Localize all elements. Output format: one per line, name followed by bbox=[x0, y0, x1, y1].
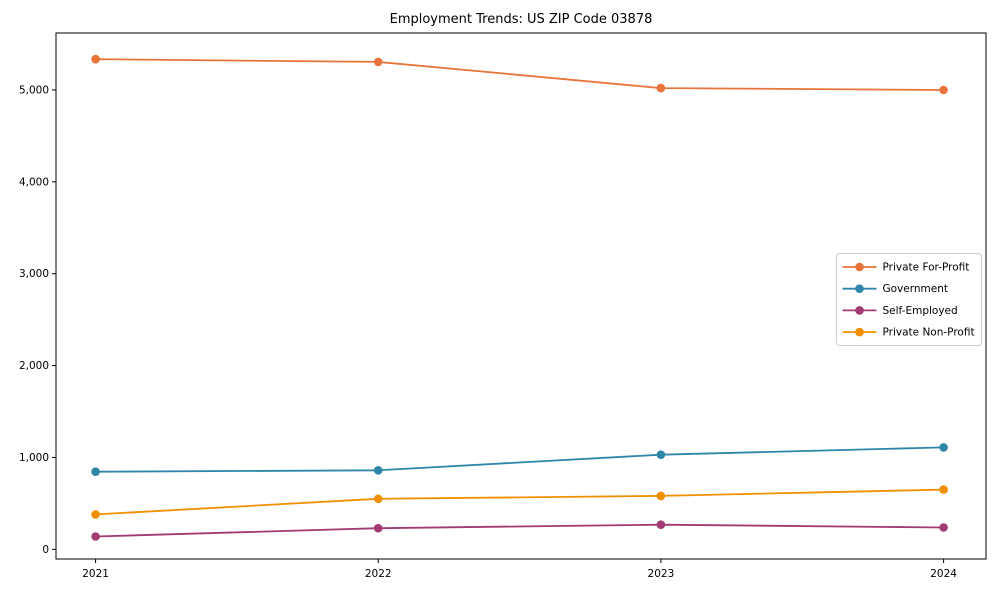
data-point-private-for-profit bbox=[939, 85, 948, 95]
data-point-private-non-profit bbox=[939, 485, 948, 494]
data-point-government bbox=[939, 443, 948, 452]
series-line-private-non-profit bbox=[95, 488, 944, 516]
series-line-self-employed bbox=[95, 523, 944, 538]
legend-item-label: Private Non-Profit bbox=[883, 327, 975, 339]
legend-sample-marker-private-for-profit bbox=[855, 262, 864, 272]
x-tick-label: 2023 bbox=[648, 568, 675, 580]
data-point-private-for-profit bbox=[373, 57, 383, 67]
series-layer bbox=[91, 54, 948, 541]
legend-item-label: Self-Employed bbox=[883, 305, 958, 317]
legend: Private For-Profit Government Self-Employe… bbox=[836, 253, 982, 346]
data-point-private-non-profit bbox=[373, 494, 383, 504]
y-tick-label: 4,000 bbox=[19, 176, 49, 188]
series-line-government bbox=[95, 446, 944, 473]
legend-sample-marker-self-employed bbox=[855, 306, 864, 315]
legend-sample-marker-government bbox=[855, 284, 864, 294]
series-line-private-for-profit bbox=[95, 58, 944, 91]
axes-layer: 0 1,000 2,000 3,000 4,000 5,000 2021 2022 2023 20… bbox=[19, 32, 987, 580]
data-point-self-employed bbox=[91, 532, 100, 541]
y-tick-label: 2,000 bbox=[19, 360, 49, 372]
plot-border bbox=[55, 32, 987, 560]
data-point-government bbox=[373, 466, 383, 475]
data-point-private-non-profit bbox=[91, 510, 100, 519]
legend-box bbox=[836, 253, 982, 346]
data-point-private-non-profit bbox=[656, 491, 666, 501]
data-point-self-employed bbox=[373, 523, 383, 533]
data-point-self-employed bbox=[939, 523, 948, 532]
y-tick-label: 0 bbox=[42, 544, 49, 556]
legend-sample-marker-private-non-profit bbox=[855, 327, 864, 337]
data-point-government bbox=[91, 467, 100, 477]
legend-item-label: Private For-Profit bbox=[883, 262, 970, 274]
y-tick-label: 1,000 bbox=[19, 452, 49, 464]
y-tick-label: 3,000 bbox=[19, 268, 49, 280]
data-point-private-for-profit bbox=[656, 83, 666, 93]
chart-title: Employment Trends: US ZIP Code 03878 bbox=[390, 12, 653, 27]
legend-item-label: Government bbox=[883, 283, 948, 295]
x-tick-label: 2024 bbox=[930, 568, 957, 580]
data-point-self-employed bbox=[656, 520, 666, 529]
data-point-government bbox=[656, 450, 666, 460]
y-tick-label: 5,000 bbox=[19, 84, 49, 96]
x-tick-label: 2021 bbox=[82, 568, 109, 580]
x-tick-label: 2022 bbox=[365, 568, 392, 580]
data-point-private-for-profit bbox=[91, 54, 100, 64]
